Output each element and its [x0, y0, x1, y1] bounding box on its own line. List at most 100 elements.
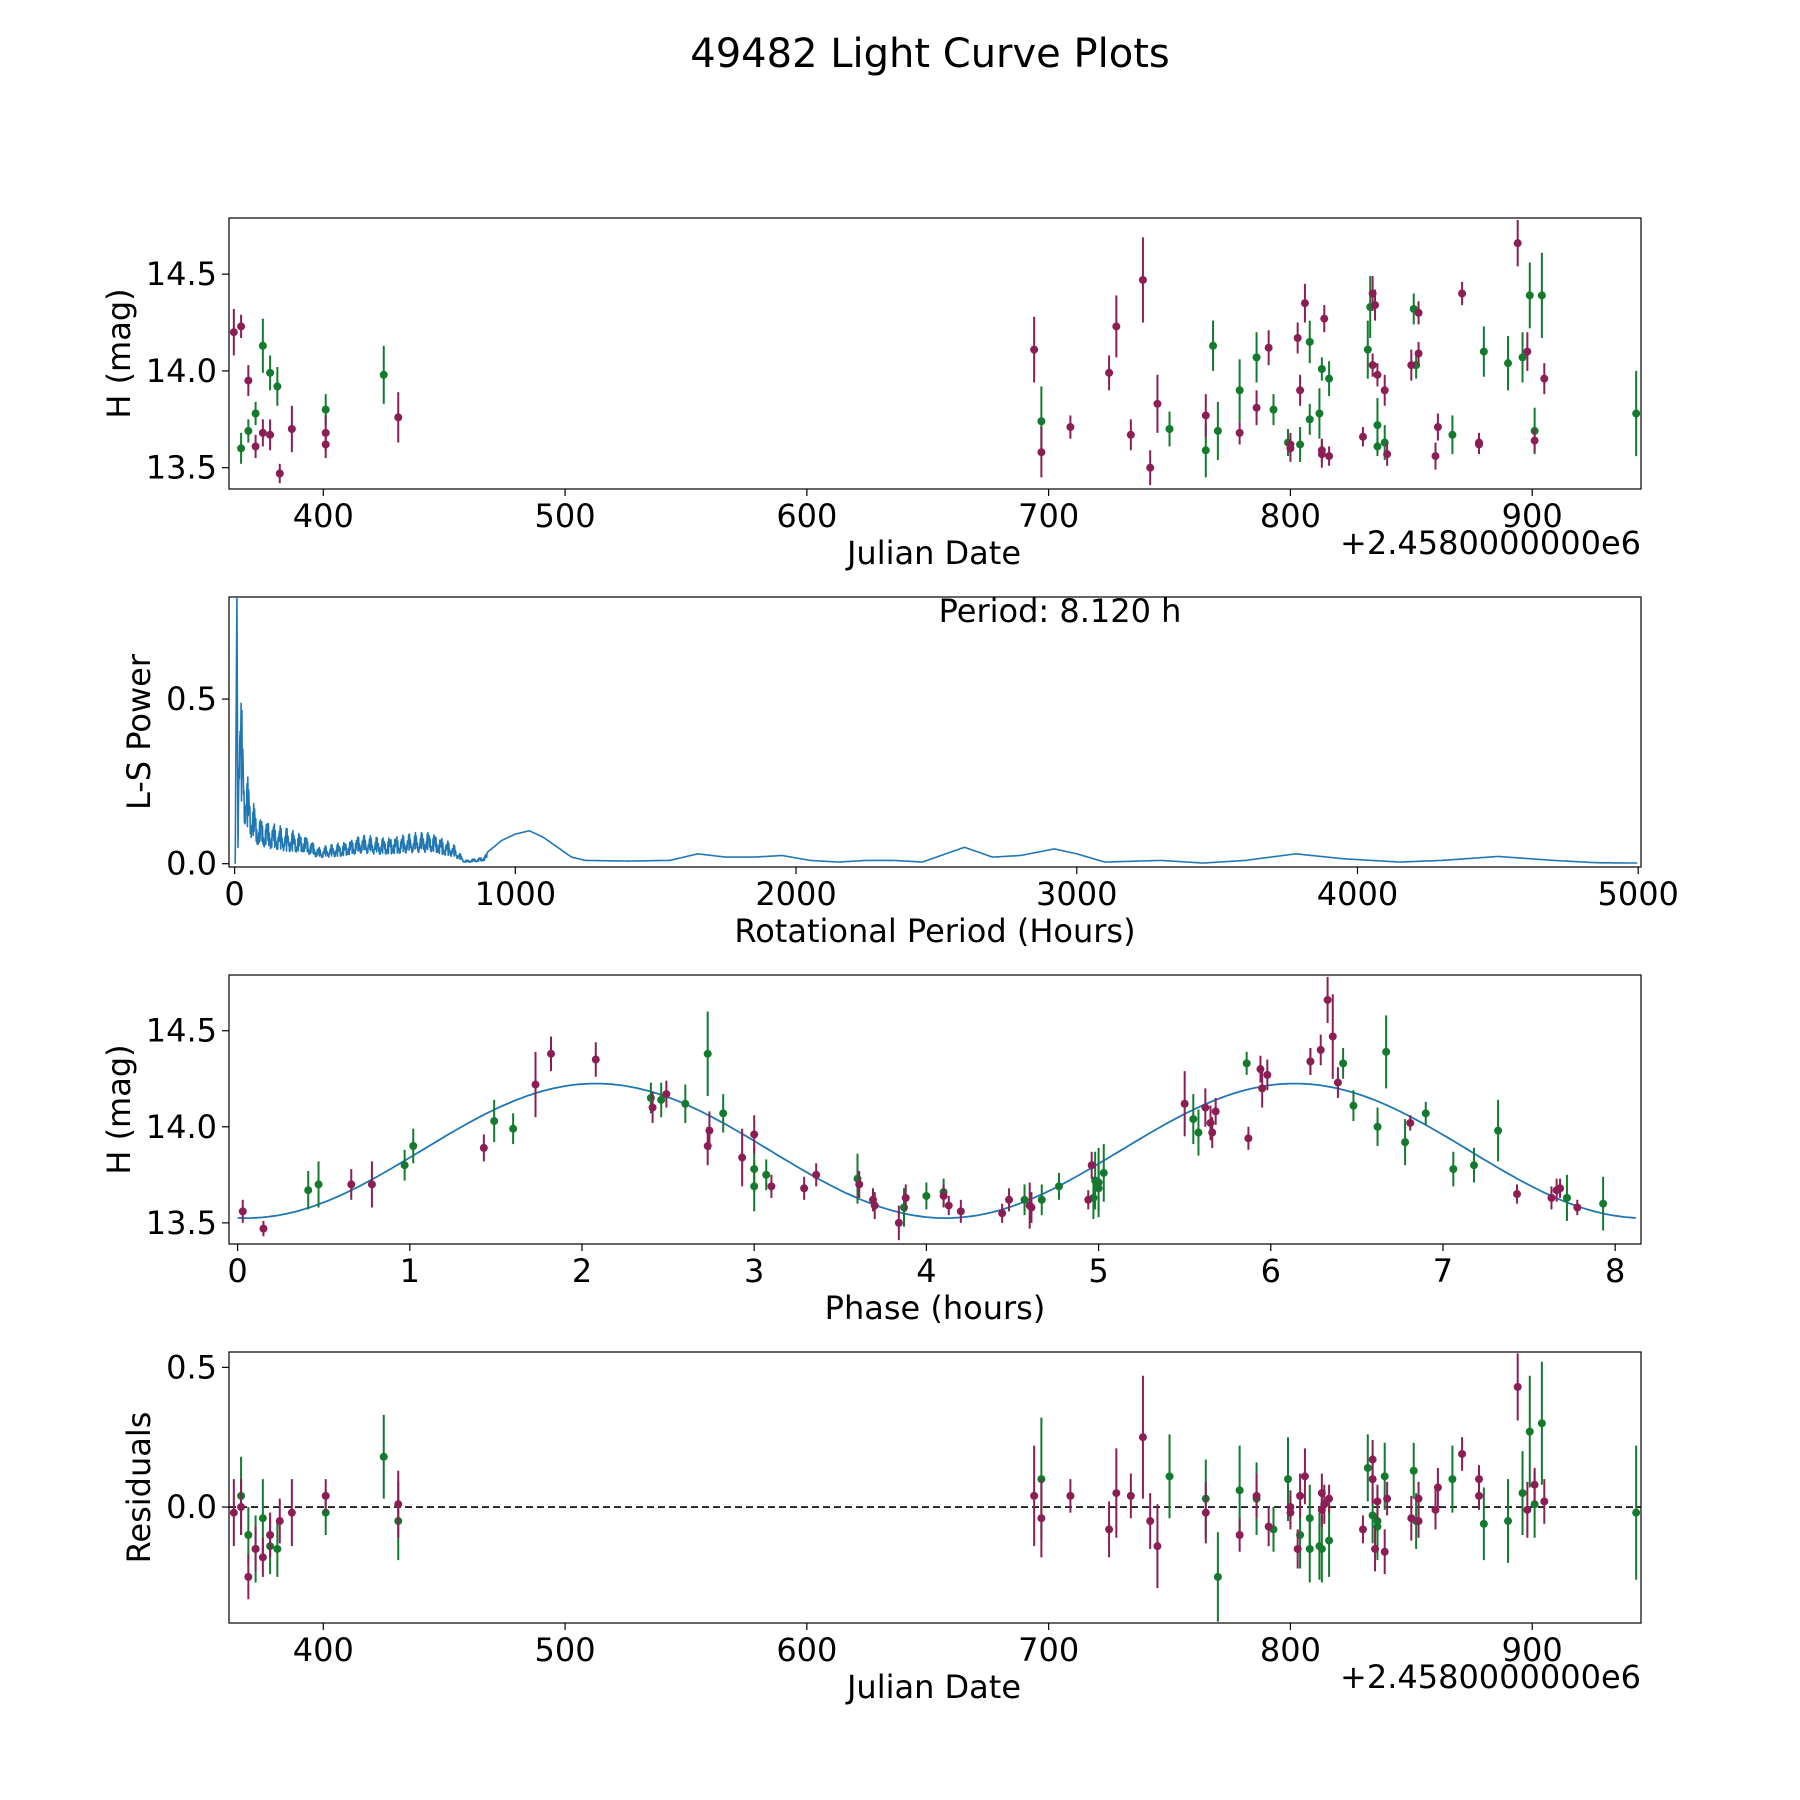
magenta-data-point [1556, 1184, 1565, 1193]
magenta-data-point [738, 1153, 747, 1162]
magenta-data-point [266, 430, 275, 439]
magenta-data-point [1325, 1494, 1334, 1503]
green-data-point [1525, 291, 1534, 300]
magenta-data-point [705, 1126, 714, 1135]
green-data-point [1518, 353, 1527, 362]
magenta-data-point [1201, 411, 1210, 420]
x-tick-label: 6 [1261, 1252, 1281, 1290]
green-data-point [1020, 1195, 1029, 1204]
green-data-point [1213, 1572, 1222, 1581]
green-data-point [1632, 1508, 1641, 1517]
magenta-data-point [750, 1130, 759, 1139]
magenta-data-point [1300, 299, 1309, 308]
magenta-data-point [1201, 1508, 1210, 1517]
magenta-data-point [229, 1508, 238, 1517]
magenta-data-point [1306, 1057, 1315, 1066]
x-axis-label: Phase (hours) [825, 1289, 1046, 1327]
green-data-point [1317, 364, 1326, 373]
magenta-data-point [1573, 1203, 1582, 1212]
magenta-data-point [1211, 1107, 1220, 1116]
magenta-data-point [1513, 239, 1522, 248]
magenta-data-point [547, 1049, 556, 1058]
x-tick-label: 2 [572, 1252, 592, 1290]
green-data-point [1209, 341, 1218, 350]
green-data-point [1494, 1126, 1503, 1135]
green-data-point [1213, 426, 1222, 435]
magenta-data-point [1066, 1491, 1075, 1500]
magenta-data-point [1235, 428, 1244, 437]
magenta-data-point [1523, 1505, 1532, 1514]
x-tick-label: 0 [224, 875, 244, 913]
light-curve-panel: 400 500 600 700 800 900 13.5 14.0 14.5 Julian Dat… [100, 217, 1642, 572]
x-tick-label: 600 [776, 1631, 837, 1669]
magenta-data-point [1208, 1128, 1217, 1137]
magenta-data-point [1112, 1489, 1121, 1498]
magenta-data-point [1458, 1449, 1467, 1458]
magenta-data-point [1296, 1491, 1305, 1500]
green-data-point [1189, 1115, 1198, 1124]
x-tick-label: 5000 [1597, 875, 1678, 913]
residuals-panel: 400 500 600 700 800 900 0.0 0.5 Julian Date Resid… [120, 1348, 1642, 1706]
green-data-point [1530, 1500, 1539, 1509]
green-data-point [1165, 424, 1174, 433]
green-data-point [657, 1095, 666, 1104]
magenta-data-point [1293, 1544, 1302, 1553]
y-tick-label: 13.5 [146, 449, 217, 487]
magenta-data-point [237, 1503, 246, 1512]
magenta-data-point [855, 1180, 864, 1189]
magenta-data-point [1027, 1203, 1036, 1212]
green-data-point [1363, 345, 1372, 354]
green-data-point [1382, 1047, 1391, 1056]
magenta-data-point [287, 1508, 296, 1517]
magenta-data-point [1414, 1494, 1423, 1503]
green-data-point [1469, 1161, 1478, 1170]
green-data-point [244, 1530, 253, 1539]
magenta-data-point [531, 1080, 540, 1089]
magenta-data-point [1105, 368, 1114, 377]
magenta-data-point [238, 1207, 247, 1216]
plot-frame [228, 1351, 1642, 1624]
magenta-data-point [1138, 275, 1147, 284]
green-data-point [762, 1170, 771, 1179]
plot-data [234, 597, 1638, 864]
magenta-data-point [1358, 432, 1367, 441]
green-data-point [1284, 1475, 1292, 1484]
y-axis-label: Residuals [120, 1412, 158, 1564]
green-data-point [1325, 374, 1334, 383]
magenta-data-point [237, 322, 246, 331]
magenta-data-point [1256, 1065, 1265, 1074]
magenta-data-point [1373, 1497, 1382, 1506]
magenta-data-point [1540, 374, 1549, 383]
magenta-data-point [1087, 1161, 1096, 1170]
magenta-data-point [1126, 430, 1135, 439]
green-data-point [1099, 1168, 1108, 1177]
magenta-data-point [1252, 1491, 1261, 1500]
y-tick-label: 14.0 [146, 352, 217, 390]
x-tick-label: 1000 [475, 875, 556, 913]
figure-title: 49482 Light Curve Plots [690, 31, 1169, 77]
phase-curve-panel: 0 1 2 3 4 5 6 7 8 13.5 14.0 14.5 Phase (hours) H (mag… [100, 974, 1642, 1327]
x-tick-label: 2000 [755, 875, 836, 913]
x-tick-label: 3000 [1036, 875, 1117, 913]
green-data-point [1504, 359, 1513, 368]
green-data-point [1504, 1517, 1513, 1526]
magenta-data-point [1293, 334, 1302, 343]
green-data-point [1632, 409, 1641, 418]
green-data-point [900, 1203, 909, 1212]
magenta-data-point [1206, 1118, 1215, 1127]
green-data-point [244, 426, 253, 435]
magenta-data-point [1433, 423, 1442, 432]
green-data-point [1296, 440, 1305, 449]
magenta-data-point [812, 1170, 821, 1179]
magenta-data-point [1300, 1472, 1309, 1481]
magenta-data-point [1414, 349, 1423, 358]
green-data-point [1201, 446, 1210, 455]
magenta-data-point [1414, 308, 1423, 317]
x-tick-label: 7 [1433, 1252, 1453, 1290]
magenta-data-point [1066, 423, 1075, 432]
magenta-data-point [1112, 322, 1121, 331]
magenta-data-point [244, 1572, 253, 1581]
magenta-data-point [648, 1103, 657, 1112]
x-tick-label: 3 [744, 1252, 764, 1290]
magenta-data-point [1406, 1118, 1415, 1127]
